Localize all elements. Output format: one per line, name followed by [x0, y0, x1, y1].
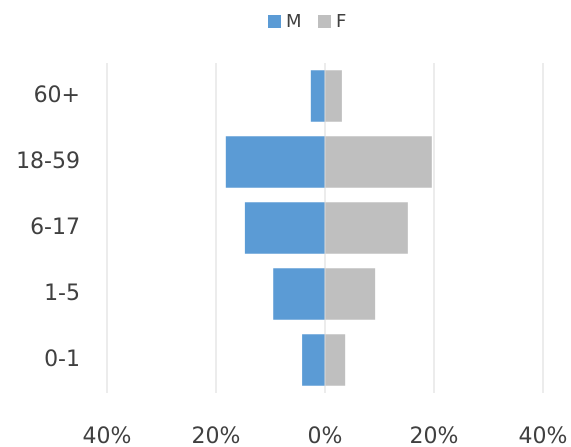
- legend-swatch: [268, 15, 281, 28]
- legend-label: M: [286, 11, 302, 32]
- y-tick-label: 0-1: [44, 347, 80, 372]
- bar: [325, 202, 408, 254]
- bar: [244, 202, 325, 254]
- y-tick-label: 18-59: [16, 149, 80, 174]
- bar: [325, 334, 346, 386]
- x-tick-label: 20%: [192, 424, 241, 447]
- legend-swatch: [318, 15, 331, 28]
- bar: [325, 70, 342, 122]
- x-tick-label: 20%: [410, 424, 459, 447]
- bar: [325, 268, 376, 320]
- bar: [273, 268, 325, 320]
- legend-label: F: [336, 11, 346, 32]
- bar: [302, 334, 325, 386]
- bar: [310, 70, 325, 122]
- x-tick-label: 40%: [519, 424, 568, 447]
- x-tick-label: 0%: [308, 424, 343, 447]
- y-tick-label: 60+: [34, 83, 80, 108]
- y-tick-label: 6-17: [30, 215, 80, 240]
- bar: [325, 136, 432, 188]
- x-tick-label: 40%: [83, 424, 132, 447]
- bar: [225, 136, 325, 188]
- y-tick-label: 1-5: [44, 281, 80, 306]
